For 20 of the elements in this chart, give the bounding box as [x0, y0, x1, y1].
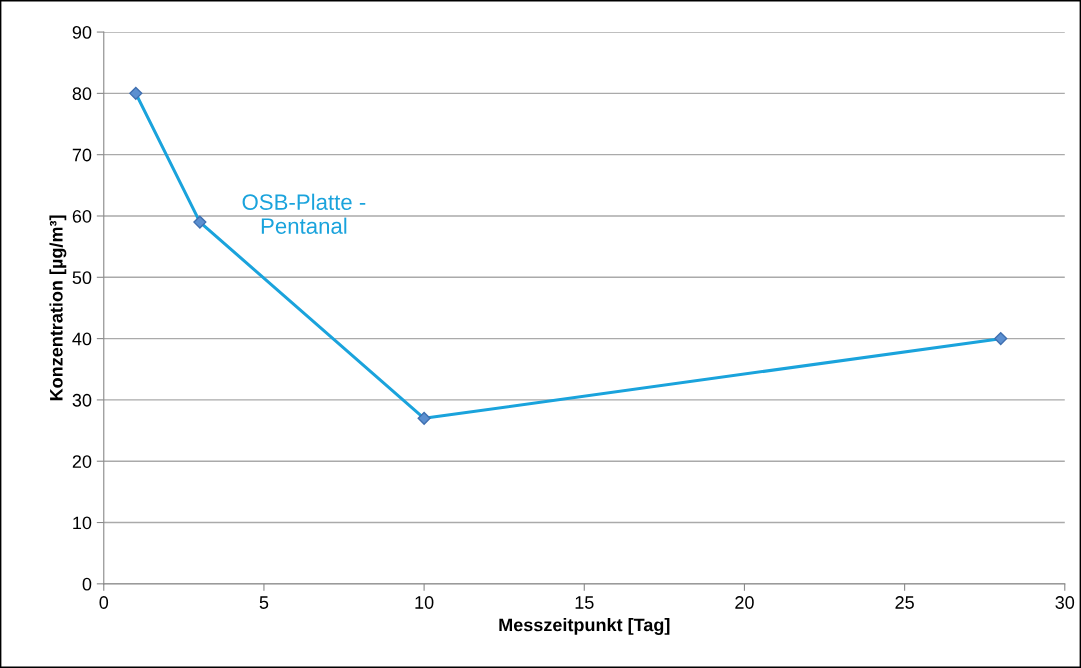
y-tick-label: 0	[82, 577, 92, 591]
series-label: OSB-Platte - Pentanal	[242, 193, 366, 234]
y-tick-label: 40	[72, 332, 92, 346]
y-tick-label: 50	[72, 271, 92, 285]
y-axis-title: Konzentration [µg/m³]	[49, 215, 67, 401]
x-tick-label: 30	[1055, 596, 1075, 609]
x-tick-label: 20	[735, 596, 754, 609]
y-tick-label: 60	[72, 209, 92, 223]
x-tick-label: 10	[415, 596, 434, 609]
x-tick-label: 15	[575, 596, 594, 609]
x-tick-label: 5	[259, 596, 269, 609]
y-tick-label: 80	[72, 87, 92, 101]
y-tick-label: 30	[72, 393, 92, 407]
y-tick-label: 90	[72, 26, 92, 39]
y-tick-label: 10	[73, 516, 92, 530]
y-tick-label: 20	[72, 455, 92, 468]
y-tick-label: 70	[72, 148, 92, 162]
x-tick-label: 25	[895, 596, 914, 609]
x-axis-title: Messzeitpunkt [Tag]	[499, 618, 670, 635]
x-tick-label: 0	[99, 596, 109, 609]
